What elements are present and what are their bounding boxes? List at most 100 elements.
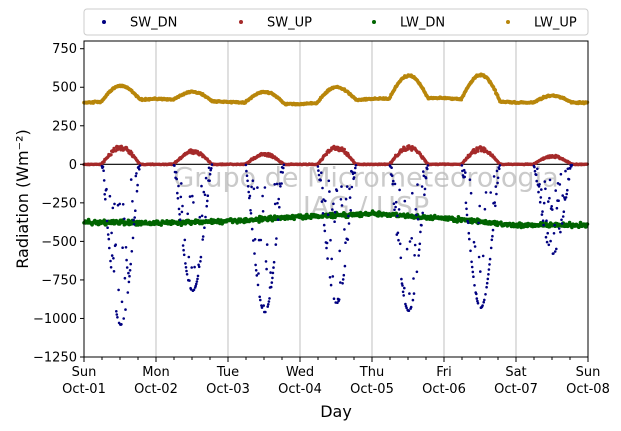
data-point xyxy=(350,185,354,189)
data-point xyxy=(102,169,105,172)
data-point xyxy=(536,167,539,171)
data-point xyxy=(549,239,552,243)
data-point xyxy=(136,183,139,187)
data-point xyxy=(106,233,110,236)
data-point xyxy=(540,213,544,216)
data-point xyxy=(130,250,134,253)
data-point xyxy=(550,205,553,208)
data-point xyxy=(321,186,324,190)
data-point xyxy=(183,238,187,242)
data-point xyxy=(204,215,207,219)
y-tick-label: 0 xyxy=(69,158,77,173)
data-point xyxy=(210,167,213,170)
legend-marker xyxy=(506,20,510,24)
data-point xyxy=(471,270,475,274)
data-point xyxy=(552,232,556,235)
data-point xyxy=(423,187,427,191)
data-point xyxy=(339,281,342,284)
data-point xyxy=(178,218,182,221)
data-point xyxy=(103,193,106,196)
y-axis-title: Radiation (Wm⁻²) xyxy=(13,129,32,268)
data-point xyxy=(398,188,401,192)
data-point xyxy=(413,243,417,247)
data-point xyxy=(270,281,274,284)
data-point xyxy=(483,147,487,151)
data-point xyxy=(341,278,345,281)
data-point xyxy=(488,263,491,266)
data-point xyxy=(319,179,323,182)
data-point xyxy=(113,202,116,206)
data-point xyxy=(254,269,258,272)
data-point xyxy=(184,266,188,269)
data-point xyxy=(533,169,537,173)
data-point xyxy=(130,151,134,155)
data-point xyxy=(570,163,574,167)
data-point xyxy=(250,227,254,231)
data-point xyxy=(328,190,331,193)
data-point xyxy=(324,199,327,203)
data-point xyxy=(109,266,113,269)
data-point xyxy=(585,162,590,166)
legend-item: LW_UP xyxy=(506,16,577,31)
data-point xyxy=(105,219,109,223)
data-point xyxy=(112,257,115,260)
data-point xyxy=(468,178,472,181)
data-point xyxy=(117,288,120,292)
data-point xyxy=(245,174,249,177)
data-point xyxy=(464,171,467,174)
x-tick-label: Oct-02 xyxy=(134,382,178,397)
data-point xyxy=(411,298,415,302)
data-point xyxy=(465,207,468,211)
data-point xyxy=(108,246,111,250)
data-point xyxy=(394,205,397,209)
data-point xyxy=(462,168,466,172)
data-point xyxy=(416,183,419,186)
x-tick-label: Oct-05 xyxy=(350,382,394,397)
data-point xyxy=(176,191,179,195)
data-point xyxy=(257,272,260,275)
data-point xyxy=(424,176,428,180)
data-point xyxy=(493,201,497,204)
data-point xyxy=(405,306,408,310)
data-point xyxy=(541,210,544,213)
data-point xyxy=(138,164,142,167)
data-point xyxy=(127,280,131,284)
data-point xyxy=(564,169,567,173)
data-point xyxy=(391,182,395,186)
data-point xyxy=(498,164,502,167)
data-point xyxy=(345,185,349,188)
data-point xyxy=(534,173,538,177)
data-point xyxy=(552,252,555,255)
data-point xyxy=(418,242,422,246)
data-point xyxy=(256,186,259,189)
data-point xyxy=(342,147,346,151)
data-point xyxy=(533,165,536,169)
data-point xyxy=(251,179,255,182)
data-point xyxy=(132,223,136,226)
data-point xyxy=(484,191,488,194)
data-point xyxy=(353,171,357,175)
data-point xyxy=(491,234,494,238)
x-tick-label: Fri xyxy=(436,365,452,380)
data-point xyxy=(201,238,204,241)
legend-item: SW_UP xyxy=(239,16,312,31)
data-point xyxy=(333,210,337,214)
data-point xyxy=(264,310,267,314)
data-point xyxy=(421,211,425,215)
y-tick-label: 250 xyxy=(52,119,77,134)
data-point xyxy=(181,204,184,208)
data-point xyxy=(414,208,418,211)
data-point xyxy=(107,237,111,241)
data-point xyxy=(110,254,114,257)
data-point xyxy=(195,280,199,283)
data-point xyxy=(464,201,468,205)
data-point xyxy=(128,274,131,278)
data-point xyxy=(246,185,250,188)
data-point xyxy=(333,220,336,223)
data-point xyxy=(253,238,257,241)
data-point xyxy=(477,255,481,259)
data-point xyxy=(264,260,268,263)
watermark-line: Grupo de Micrometeorologia xyxy=(173,162,558,193)
data-point xyxy=(205,204,208,208)
data-point xyxy=(275,237,278,240)
